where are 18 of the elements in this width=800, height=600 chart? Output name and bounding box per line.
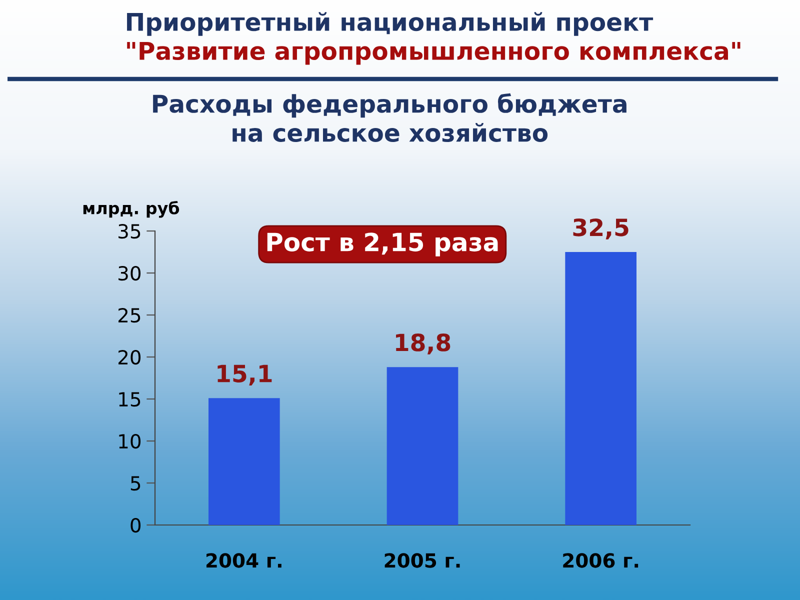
y-tick-label: 35 xyxy=(118,224,140,239)
chart-title: Приоритетный национальный проект "Развитие агропромышленного комплекса" xyxy=(127,12,740,65)
chart-subtitle: Расходы федерального бюджета на сельское хозяйство xyxy=(153,93,626,142)
data-label: 32,5 xyxy=(573,218,628,240)
data-label: 15,1 xyxy=(218,364,272,386)
x-tick-label: 2005 г. xyxy=(384,553,460,568)
y-tick-label: 25 xyxy=(118,308,140,323)
annotation: Рост в 2,15 раза xyxy=(267,232,498,256)
y-tick-label: 20 xyxy=(118,350,141,365)
y-axis-title: млрд. руб xyxy=(83,200,180,218)
y-tick-label: 5 xyxy=(130,476,140,491)
y-tick-label: 0 xyxy=(130,518,141,533)
data-label: 18,8 xyxy=(396,334,450,354)
x-tick-label: 2006 г. xyxy=(563,553,638,568)
y-tick-label: 15 xyxy=(119,392,140,407)
y-tick-label: 10 xyxy=(119,434,141,449)
y-tick-label: 30 xyxy=(118,266,141,281)
x-tick-label: 2004 г. xyxy=(206,553,282,568)
